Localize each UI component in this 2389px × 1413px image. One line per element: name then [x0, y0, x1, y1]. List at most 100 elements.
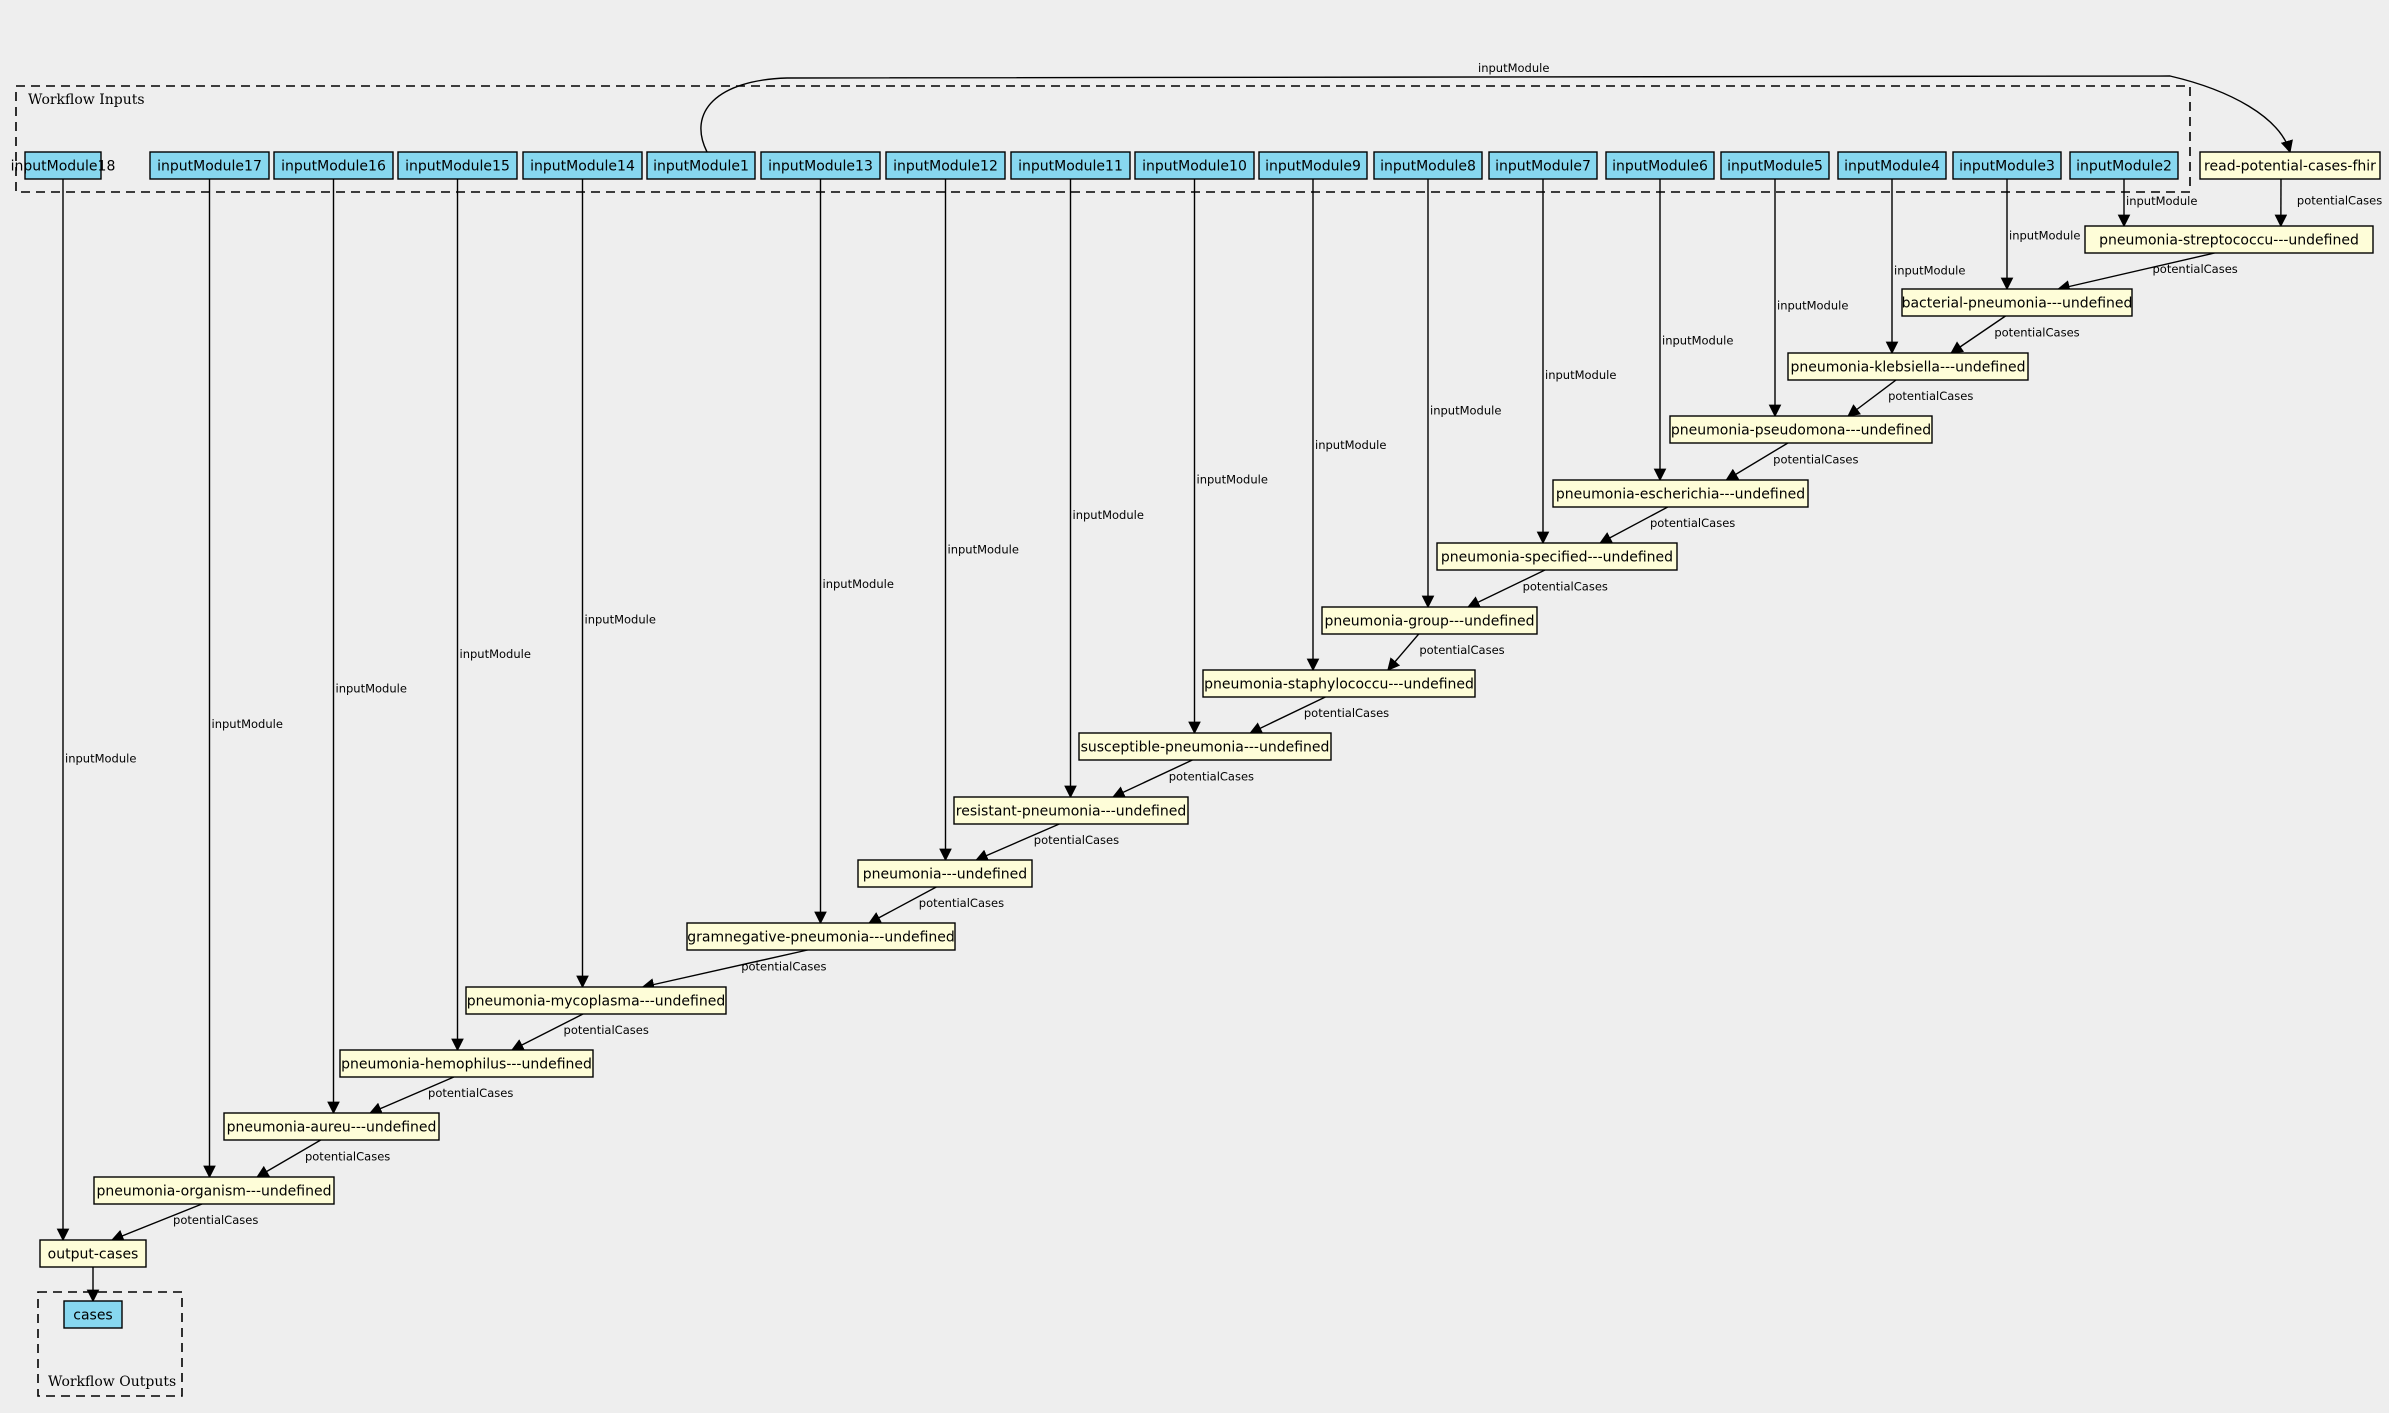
node-box — [223, 1112, 440, 1141]
node-box — [273, 151, 394, 180]
node-inputmodule17[interactable]: inputModule17 — [149, 151, 270, 180]
node-box — [1202, 669, 1476, 698]
node-label: read-potential-cases-fhir — [2204, 159, 2376, 175]
node-inputmodule10[interactable]: inputModule10 — [1134, 151, 1255, 180]
edge-line — [1249, 696, 1326, 734]
edge-inputmodule3-to-bacterial-pneumonia-undefined: inputModule — [2000, 179, 2080, 291]
node-box — [397, 151, 518, 180]
edge-pneumonia-staphylococcu-undefined-to-susceptible-pneumonia-undefined: potentialCases — [1249, 696, 1389, 734]
edge-inputmodule13-to-gramnegative-pneumonia-undefined: inputModule — [814, 179, 894, 925]
node-label: inputModule17 — [157, 159, 262, 175]
node-box — [1720, 151, 1830, 180]
node-inputmodule12[interactable]: inputModule12 — [885, 151, 1006, 180]
edge-pneumonia-escherichia-undefined-to-pneumonia-specified-undefined: potentialCases — [1599, 506, 1735, 544]
node-pneumonia-organism-undefined[interactable]: pneumonia-organism---undefined — [93, 1176, 335, 1205]
node-box — [1078, 732, 1332, 761]
node-pneumonia-hemophilus-undefined[interactable]: pneumonia-hemophilus---undefined — [339, 1049, 594, 1078]
edge-line — [1950, 315, 2006, 354]
node-gramnegative-pneumonia-undefined[interactable]: gramnegative-pneumonia---undefined — [686, 922, 956, 951]
node-inputmodule3[interactable]: inputModule3 — [1952, 151, 2062, 180]
node-box — [1901, 288, 2133, 317]
node-inputmodule5[interactable]: inputModule5 — [1720, 151, 1830, 180]
node-inputmodule7[interactable]: inputModule7 — [1488, 151, 1598, 180]
node-bacterial-pneumonia-undefined[interactable]: bacterial-pneumonia---undefined — [1901, 288, 2133, 317]
edge-label: inputModule — [585, 612, 656, 626]
node-pneumonia-specified-undefined[interactable]: pneumonia-specified---undefined — [1436, 542, 1678, 571]
node-box — [93, 1176, 335, 1205]
edge-label: potentialCases — [428, 1086, 513, 1100]
node-label: pneumonia-organism---undefined — [97, 1184, 332, 1200]
node-cases[interactable]: cases — [63, 1300, 123, 1329]
workflow-inputs-cluster — [15, 85, 2191, 193]
node-inputmodule6[interactable]: inputModule6 — [1605, 151, 1715, 180]
node-label: inputModule6 — [1612, 159, 1708, 175]
edge-line — [1387, 633, 1420, 671]
node-box — [39, 1239, 147, 1268]
node-label: inputModule1 — [653, 159, 749, 175]
node-pneumonia-group-undefined[interactable]: pneumonia-group---undefined — [1321, 606, 1538, 635]
node-box — [686, 922, 956, 951]
workflow-outputs-cluster — [37, 1291, 183, 1397]
edge-label: potentialCases — [305, 1150, 390, 1164]
edge-inputmodule7-to-pneumonia-specified-undefined: inputModule — [1536, 179, 1616, 545]
edge-label: inputModule — [1894, 264, 1965, 278]
node-box — [2069, 151, 2179, 180]
node-pneumonia-staphylococcu-undefined[interactable]: pneumonia-staphylococcu---undefined — [1202, 669, 1476, 698]
node-label: pneumonia-escherichia---undefined — [1556, 487, 1805, 503]
edge-line — [868, 886, 937, 924]
node-inputmodule2[interactable]: inputModule2 — [2069, 151, 2179, 180]
edge-label: inputModule — [1777, 298, 1848, 312]
node-inputmodule14[interactable]: inputModule14 — [522, 151, 643, 180]
edge-inputmodule9-to-pneumonia-staphylococcu-undefined: inputModule — [1306, 179, 1386, 672]
node-label: susceptible-pneumonia---undefined — [1081, 740, 1330, 756]
edge-pneumonia-aureu-undefined-to-pneumonia-organism-undefined: potentialCases — [256, 1139, 390, 1178]
node-label: inputModule12 — [893, 159, 998, 175]
node-label: inputModule2 — [2076, 159, 2172, 175]
edge-label: inputModule — [1073, 508, 1144, 522]
node-inputmodule8[interactable]: inputModule8 — [1373, 151, 1483, 180]
node-pneumonia-undefined[interactable]: pneumonia---undefined — [857, 859, 1033, 888]
node-pneumonia-klebsiella-undefined[interactable]: pneumonia-klebsiella---undefined — [1787, 352, 2029, 381]
edge-inputmodule17-to-pneumonia-organism-undefined: inputModule — [203, 179, 283, 1179]
edge-label: inputModule — [948, 543, 1019, 557]
edge-line — [700, 75, 2293, 154]
node-pneumonia-pseudomona-undefined[interactable]: pneumonia-pseudomona---undefined — [1669, 415, 1933, 444]
node-label: inputModule14 — [530, 159, 635, 175]
node-inputmodule4[interactable]: inputModule4 — [1837, 151, 1947, 180]
node-read-potential-cases-fhir[interactable]: read-potential-cases-fhir — [2199, 151, 2381, 180]
edge-label: potentialCases — [1169, 770, 1254, 784]
node-box — [1321, 606, 1538, 635]
edge-pneumonia-organism-undefined-to-output-cases: potentialCases — [110, 1203, 258, 1242]
node-label: resistant-pneumonia---undefined — [956, 804, 1186, 820]
edge-label: potentialCases — [741, 960, 826, 974]
node-label: inputModule5 — [1727, 159, 1823, 175]
node-pneumonia-aureu-undefined[interactable]: pneumonia-aureu---undefined — [223, 1112, 440, 1141]
edge-label: inputModule — [460, 647, 531, 661]
node-box — [1258, 151, 1368, 180]
node-box — [857, 859, 1033, 888]
node-pneumonia-escherichia-undefined[interactable]: pneumonia-escherichia---undefined — [1552, 479, 1809, 508]
edge-label: inputModule — [1197, 473, 1268, 487]
edge-line — [256, 1139, 322, 1178]
node-label: pneumonia-hemophilus---undefined — [341, 1057, 592, 1073]
node-susceptible-pneumonia-undefined[interactable]: susceptible-pneumonia---undefined — [1078, 732, 1332, 761]
edge-label: inputModule — [212, 717, 283, 731]
node-inputmodule11[interactable]: inputModule11 — [1010, 151, 1131, 180]
edge-inputmodule18-to-output-cases: inputModule — [56, 179, 136, 1242]
edge-label: potentialCases — [2153, 262, 2238, 276]
edge-label: potentialCases — [1034, 833, 1119, 847]
node-inputmodule13[interactable]: inputModule13 — [760, 151, 881, 180]
node-pneumonia-mycoplasma-undefined[interactable]: pneumonia-mycoplasma---undefined — [465, 986, 727, 1015]
edge-resistant-pneumonia-undefined-to-pneumonia-undefined: potentialCases — [975, 823, 1119, 862]
node-label: inputModule10 — [1142, 159, 1247, 175]
node-inputmodule18[interactable]: inputModule18 — [11, 151, 116, 180]
node-inputmodule9[interactable]: inputModule9 — [1258, 151, 1368, 180]
node-inputmodule16[interactable]: inputModule16 — [273, 151, 394, 180]
node-resistant-pneumonia-undefined[interactable]: resistant-pneumonia---undefined — [953, 796, 1189, 825]
node-label: inputModule8 — [1380, 159, 1476, 175]
node-label: inputModule7 — [1495, 159, 1591, 175]
node-pneumonia-streptococcu-undefined[interactable]: pneumonia-streptococcu---undefined — [2084, 225, 2374, 254]
node-inputmodule15[interactable]: inputModule15 — [397, 151, 518, 180]
node-output-cases[interactable]: output-cases — [39, 1239, 147, 1268]
node-inputmodule1[interactable]: inputModule1 — [646, 151, 756, 180]
